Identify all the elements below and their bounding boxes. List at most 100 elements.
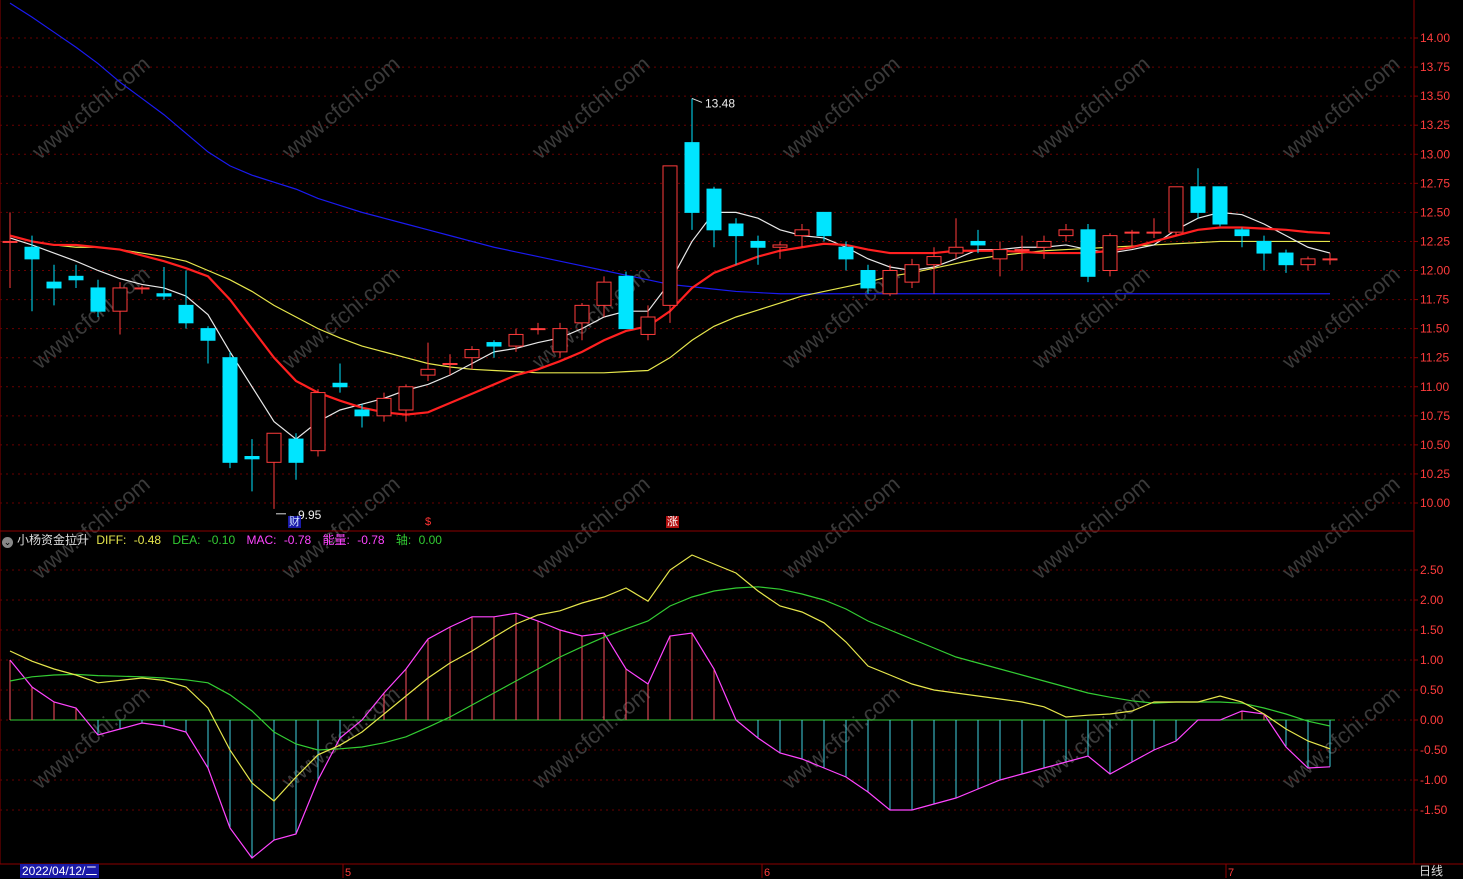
- candle: [1036, 235, 1052, 259]
- candle-body-down: [1190, 186, 1206, 213]
- candle: [992, 241, 1008, 277]
- readout-energy-label: 能量:: [322, 533, 350, 547]
- event-tag-limit-up[interactable]: 涨: [666, 516, 679, 528]
- candle: [178, 270, 194, 329]
- macd-tick-label: -1.50: [1420, 803, 1448, 817]
- candle: [112, 282, 128, 335]
- candle: [222, 351, 238, 469]
- period-label[interactable]: 日线: [1418, 864, 1443, 878]
- readout-mac-label: MAC:: [246, 533, 277, 547]
- price-tick-label: 11.25: [1420, 351, 1449, 365]
- readout-mac-value: -0.78: [283, 533, 312, 547]
- watermark-text: www.cfchi.com: [1276, 261, 1404, 374]
- candle-body-up: [992, 249, 1008, 260]
- candle: [574, 303, 590, 341]
- candle: [46, 264, 62, 306]
- macd-tick-label: -0.50: [1420, 743, 1448, 757]
- candle: [1300, 256, 1316, 271]
- candle: [882, 264, 898, 297]
- collapse-icon[interactable]: ⌄: [2, 537, 13, 548]
- price-tick-label: 11.00: [1420, 380, 1449, 394]
- month-label: 6: [764, 867, 770, 878]
- price-tick-label: 12.75: [1420, 176, 1450, 190]
- candle-body-down: [1234, 229, 1250, 237]
- candle: [288, 433, 304, 480]
- candle: [1256, 235, 1272, 271]
- watermark-text: www.cfchi.com: [1276, 471, 1404, 584]
- candle-body-up: [662, 165, 678, 306]
- candle-body-down: [1080, 229, 1096, 277]
- candle: [90, 279, 106, 317]
- candle-body-down: [838, 246, 854, 260]
- watermark-text: www.cfchi.com: [526, 471, 654, 584]
- candle-body-down: [750, 240, 766, 248]
- candle-body-down: [200, 328, 216, 341]
- candle: [24, 235, 40, 312]
- high-marker-arrow: [691, 97, 703, 103]
- candle-body-down: [244, 456, 260, 460]
- price-tick-label: 12.00: [1420, 264, 1450, 278]
- candle: [244, 439, 260, 492]
- watermark-text: www.cfchi.com: [1026, 681, 1154, 794]
- candle-body-up: [948, 246, 964, 254]
- readout-axis: 轴: 0.00: [396, 533, 446, 547]
- candle: [156, 267, 172, 300]
- candle-body-down: [728, 223, 744, 237]
- candle-body-down: [816, 211, 832, 237]
- macd-dea-line: [9, 586, 1331, 751]
- month-label: 5: [345, 867, 351, 878]
- readout-dea: DEA: -0.10: [172, 533, 239, 547]
- candle-body-up: [1058, 229, 1074, 237]
- candle: [552, 322, 568, 358]
- price-tick-label: 13.00: [1420, 147, 1450, 161]
- candle-body-down: [288, 438, 304, 463]
- candle: [134, 285, 150, 294]
- watermark-text: www.cfchi.com: [776, 681, 904, 794]
- watermark-text: www.cfchi.com: [1026, 51, 1154, 164]
- candle-body-up: [1124, 231, 1140, 234]
- candle: [1102, 233, 1118, 277]
- candle-body-down: [90, 287, 106, 312]
- candle-body-up: [112, 287, 128, 312]
- candle-body-up: [1146, 231, 1162, 234]
- candle-body-down: [618, 275, 634, 330]
- candle-body-up: [596, 281, 612, 306]
- watermark-text: www.cfchi.com: [776, 471, 904, 584]
- candle-body-up: [420, 368, 436, 376]
- candle: [1234, 227, 1250, 248]
- readout-dea-value: -0.10: [207, 533, 236, 547]
- candle-body-up: [442, 363, 458, 365]
- candle-body-up: [266, 432, 282, 463]
- indicator-name[interactable]: 小杨资金拉升: [17, 533, 90, 547]
- candle-body-down: [1278, 252, 1294, 266]
- candle-body-down: [46, 281, 62, 289]
- price-tick-label: 11.75: [1420, 293, 1449, 307]
- macd-tick-label: 0.50: [1420, 683, 1444, 697]
- price-tick-label: 14.00: [1420, 31, 1450, 45]
- candle: [1190, 168, 1206, 219]
- macd-energy-line: [9, 612, 1331, 859]
- watermark-text: www.cfchi.com: [1276, 51, 1404, 164]
- watermark-text: www.cfchi.com: [526, 681, 654, 794]
- candle: [904, 258, 920, 288]
- high-price-label: 13.48: [705, 96, 735, 110]
- candle-body-down: [354, 409, 370, 417]
- month-label: 7: [1228, 867, 1234, 878]
- event-tag-finance[interactable]: 财: [288, 516, 301, 528]
- candle: [728, 218, 744, 265]
- readout-mac: MAC: -0.78: [246, 533, 315, 547]
- readout-energy-value: -0.78: [357, 533, 385, 547]
- macd-tick-label: -1.00: [1420, 773, 1448, 787]
- candle: [200, 326, 216, 364]
- readout-diff-label: DIFF:: [96, 533, 127, 547]
- event-tag-dividend[interactable]: $: [425, 516, 432, 528]
- macd-tick-label: 2.00: [1420, 593, 1444, 607]
- candle: [464, 346, 480, 370]
- candle: [530, 322, 546, 335]
- candle: [794, 224, 810, 248]
- candle-body-up: [134, 287, 150, 290]
- watermark-text: www.cfchi.com: [1026, 471, 1154, 584]
- candle-body-down: [156, 293, 172, 297]
- price-tick-label: 13.75: [1420, 60, 1450, 74]
